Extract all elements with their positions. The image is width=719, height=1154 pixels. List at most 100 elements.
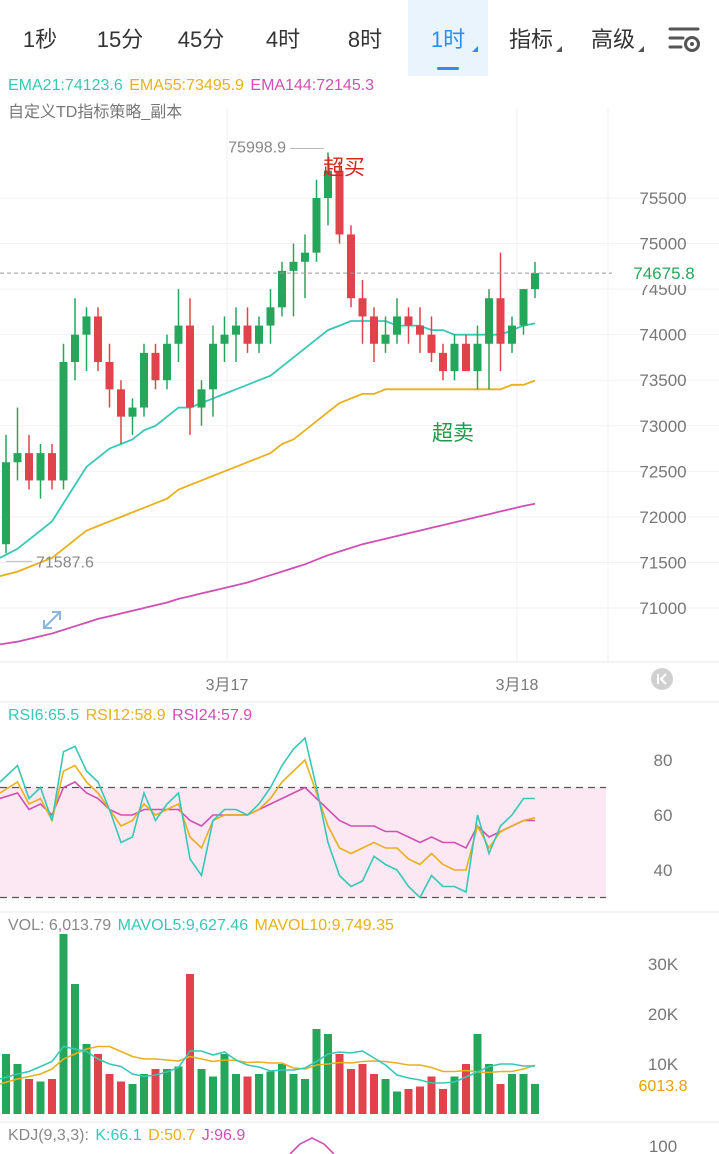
candle (358, 280, 367, 344)
candle-body (117, 389, 125, 417)
volume-bar (48, 1079, 56, 1114)
candle (531, 261, 539, 299)
volume-bar (289, 1074, 298, 1114)
volume-bar (209, 1076, 217, 1114)
candle-body (71, 334, 79, 362)
candle (243, 307, 252, 353)
main-grid: 7550075000745007400073500730007250072000… (0, 108, 719, 1123)
volume-bar (473, 1034, 482, 1114)
candle (496, 252, 505, 372)
settings-sliders-icon[interactable] (668, 24, 702, 54)
candle (36, 444, 45, 499)
candle-body (13, 453, 22, 463)
vol-tick-label: 10K (648, 1055, 679, 1074)
volume-bar (128, 1084, 137, 1114)
volume-bar (117, 1081, 125, 1114)
volume-bar (243, 1076, 252, 1114)
candle (71, 298, 79, 381)
tab-45m[interactable]: 45分 (160, 0, 242, 76)
mavol10-label: MAVOL10:9,749.35 (254, 917, 394, 934)
price-tick-label: 75000 (639, 235, 686, 254)
oversold-annotation: 超卖 (432, 422, 474, 445)
ema55-line (0, 379, 536, 577)
candle-body (82, 316, 91, 335)
candle (324, 152, 332, 226)
candle (232, 307, 240, 362)
candle-body (462, 343, 470, 372)
min-price-label: 71587.6 (36, 554, 94, 571)
last-price-tag-bg (612, 261, 719, 286)
vol-label: VOL: 6,013.79 (8, 917, 112, 934)
kdj-legend: KDJ(9,3,3): K:66.1 D:50.7 J:96.9 (8, 1127, 247, 1145)
volume-bar (347, 1069, 355, 1114)
volume-bar (82, 1044, 91, 1114)
volume-bar (59, 934, 68, 1114)
tab-15m[interactable]: 15分 (80, 0, 160, 76)
volume-bar (163, 1069, 171, 1114)
tab-8h[interactable]: 8时 (324, 0, 406, 76)
candle-body (163, 343, 171, 381)
vol-tick-label: 30K (648, 955, 679, 974)
rsi-pane: 80 60 40 (0, 736, 673, 899)
price-tick-label: 75500 (639, 189, 686, 208)
kdj-k-label: K:66.1 (95, 1127, 142, 1144)
candle-body (404, 316, 413, 326)
volume-bar (105, 1074, 114, 1114)
tab-label: 15分 (96, 27, 144, 52)
indicator-name: 自定义TD指标策略_副本 (8, 104, 183, 121)
rsi24-line (0, 781, 535, 850)
ema-legend: EMA21:74123.6 EMA55:73495.9 EMA144:72145… (8, 77, 376, 95)
price-tick-label: 74000 (639, 326, 686, 345)
volume-bar (427, 1076, 436, 1114)
vol-tick-label: 20K (648, 1005, 679, 1024)
candle (289, 243, 298, 317)
candle (2, 434, 10, 554)
candle (13, 407, 22, 481)
volume-bar (496, 1084, 505, 1114)
mavol10-line (0, 1045, 536, 1085)
kdj-pane: 100 (289, 1137, 677, 1154)
ema55-label: EMA55:73495.9 (129, 77, 244, 94)
candle-body (324, 170, 332, 198)
tab-label: 1秒 (22, 27, 58, 52)
candle (25, 434, 33, 490)
expand-arrows-icon[interactable] (43, 611, 61, 629)
tab-1s[interactable]: 1秒 (0, 0, 80, 76)
ema21-label: EMA21:74123.6 (8, 77, 123, 94)
tab-advanced[interactable]: 高级 (572, 0, 654, 76)
tab-indicators[interactable]: 指标 (490, 0, 572, 76)
volume-bar (25, 1079, 33, 1114)
volume-bar (531, 1083, 539, 1114)
vol-last-value: 6013.8 (639, 1078, 688, 1095)
tab-4h[interactable]: 4时 (242, 0, 324, 76)
rsi-tick-label: 60 (654, 806, 673, 825)
candle (278, 261, 286, 317)
volume-bar (335, 1054, 344, 1114)
candle (140, 343, 148, 417)
tab-1h[interactable]: 1时 (408, 0, 488, 76)
candle (174, 289, 183, 362)
candle (117, 380, 125, 444)
volume-bar (485, 1064, 493, 1114)
candle-body (174, 325, 183, 344)
candle-body (2, 462, 10, 545)
rsi6-line (0, 736, 535, 899)
candle-body (335, 170, 344, 235)
volume-bar (508, 1074, 516, 1114)
candle (450, 334, 459, 381)
candle (186, 298, 194, 435)
candle (266, 289, 275, 344)
rsi24-label: RSI24:57.9 (172, 707, 253, 724)
candle (370, 307, 378, 362)
volume-bar (140, 1074, 148, 1114)
ema144-label: EMA144:72145.3 (250, 77, 375, 94)
candle (473, 325, 482, 390)
price-tick-label: 71000 (639, 599, 686, 618)
kdj-j-label: J:96.9 (201, 1127, 246, 1144)
tab-label: 45分 (177, 27, 225, 52)
volume-bar (197, 1069, 206, 1114)
candle-body (312, 198, 321, 253)
scroll-to-latest-icon[interactable] (651, 668, 673, 690)
candle-body (289, 261, 298, 271)
